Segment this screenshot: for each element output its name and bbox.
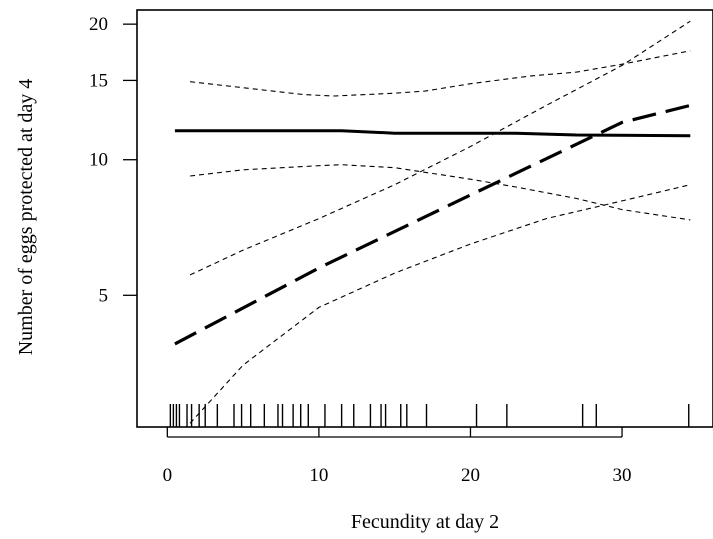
series-confidence-band: [190, 164, 691, 221]
chart-axes: 0 10 20 30 5 10 15 20: [89, 9, 713, 486]
x-tick-label: 0: [163, 465, 173, 486]
series-fitted-line: [174, 103, 691, 346]
chart-marks: [169, 20, 691, 427]
y-tick-label: 15: [89, 70, 108, 91]
series-confidence-band: [190, 50, 691, 97]
series-fitted-line: [174, 129, 691, 138]
y-tick-label: 10: [89, 150, 108, 171]
x-tick-label: 30: [613, 465, 632, 486]
x-tick-label: 20: [461, 465, 480, 486]
series-confidence-band: [189, 184, 691, 424]
y-tick-label: 20: [89, 14, 108, 35]
y-axis-label: Number of eggs protected at day 4: [15, 79, 37, 356]
x-tick-label: 10: [309, 465, 328, 486]
x-axis-label: Fecundity at day 2: [351, 511, 499, 533]
series-confidence-band: [189, 20, 691, 276]
plot-frame: [136, 9, 713, 428]
y-tick-label: 5: [99, 285, 109, 306]
